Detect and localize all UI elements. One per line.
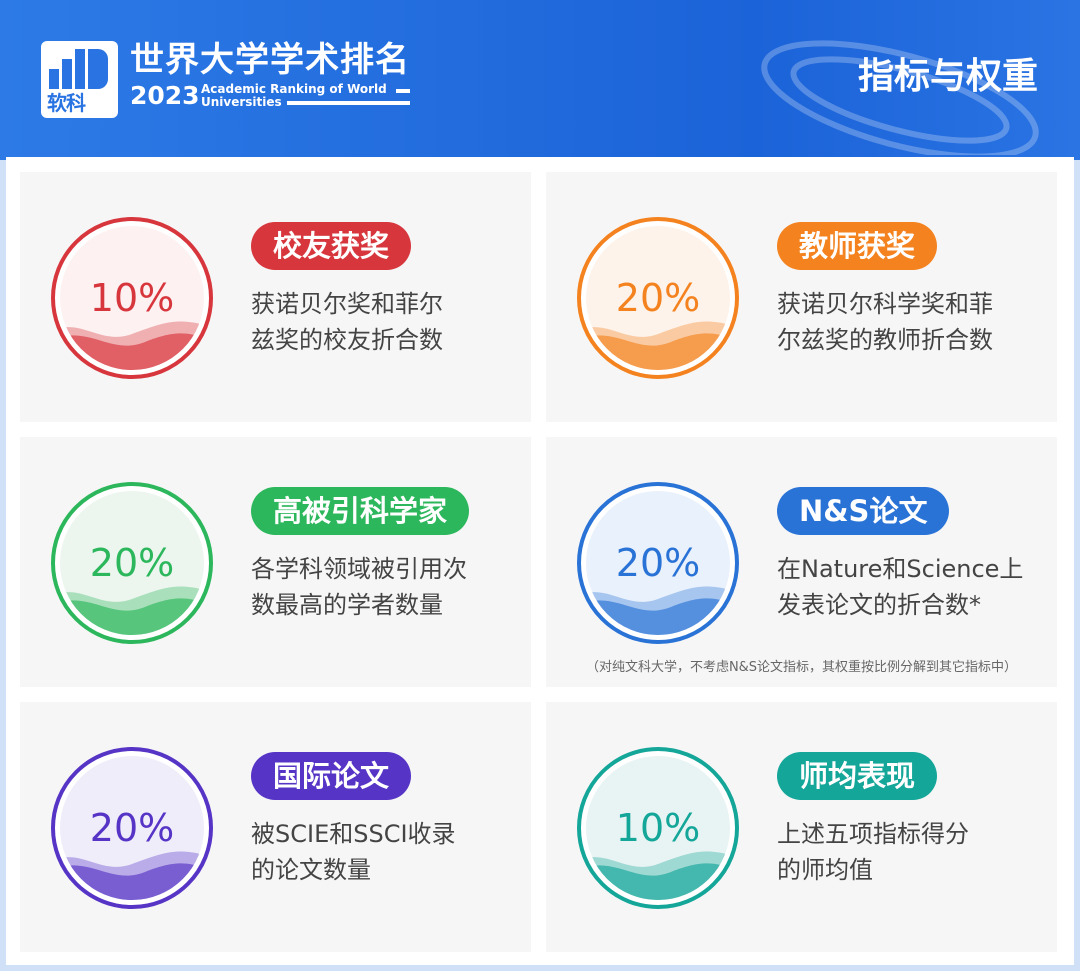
percent-gauge: 20% — [577, 482, 739, 644]
percent-value: 10% — [616, 806, 700, 850]
divider — [396, 89, 410, 93]
indicator-label: 教师获奖 — [777, 222, 938, 270]
ranking-title: 世界大学学术排名 — [130, 40, 410, 80]
percent-value: 20% — [90, 806, 174, 850]
percent-value: 20% — [90, 541, 174, 585]
indicator-description: 被SCIE和SSCI收录 的论文数量 — [251, 820, 456, 884]
indicator-card: 20% 国际论文 被SCIE和SSCI收录 的论文数量 — [20, 702, 531, 952]
percent-value: 20% — [616, 276, 700, 320]
indicator-label: 高被引科学家 — [251, 487, 470, 535]
indicator-description: 获诺贝尔科学奖和菲 尔兹奖的教师折合数 — [777, 290, 993, 354]
divider — [287, 101, 410, 105]
indicator-description: 上述五项指标得分 的师均值 — [777, 820, 969, 884]
indicator-description: 各学科领域被引用次 数最高的学者数量 — [251, 555, 467, 619]
indicator-label: 国际论文 — [251, 752, 412, 800]
footnote: （对纯文科大学，不考虑N&S论文指标，其权重按比例分解到其它指标中） — [585, 660, 1018, 675]
indicator-card: 20% 高被引科学家 各学科领域被引用次 数最高的学者数量 — [20, 437, 531, 687]
percent-gauge: 20% — [51, 747, 213, 909]
ranking-subtitle: Academic Ranking of World Universities — [201, 82, 387, 109]
indicator-label: 师均表现 — [777, 752, 938, 800]
shanghai-ranking-logo: 软科 — [41, 41, 118, 118]
percent-value: 20% — [616, 541, 700, 585]
percent-gauge: 10% — [577, 747, 739, 909]
indicator-label: N&S论文 — [777, 487, 950, 535]
section-title: 指标与权重 — [857, 56, 1038, 97]
percent-gauge: 20% — [51, 482, 213, 644]
indicator-card: 20% N&S论文 在Nature和Science上 发表论文的折合数* （对纯文… — [546, 437, 1057, 687]
percent-gauge: 10% — [51, 217, 213, 379]
percent-value: 10% — [90, 276, 174, 320]
indicator-label: 校友获奖 — [251, 222, 412, 270]
indicator-description: 在Nature和Science上 发表论文的折合数* — [777, 555, 1024, 619]
university-names-ribbon-decoration — [761, 40, 1039, 155]
indicator-card: 10% 校友获奖 获诺贝尔奖和菲尔 兹奖的校友折合数 — [20, 172, 531, 422]
indicator-description: 获诺贝尔奖和菲尔 兹奖的校友折合数 — [251, 290, 443, 354]
indicator-card: 20% 教师获奖 获诺贝尔科学奖和菲 尔兹奖的教师折合数 — [546, 172, 1057, 422]
percent-gauge: 20% — [577, 217, 739, 379]
ranking-year: 2023 — [130, 81, 200, 110]
header-banner: 软科 世界大学学术排名 2023 Academic Ranking of Wor… — [0, 0, 1080, 160]
indicator-card: 10% 师均表现 上述五项指标得分 的师均值 — [546, 702, 1057, 952]
